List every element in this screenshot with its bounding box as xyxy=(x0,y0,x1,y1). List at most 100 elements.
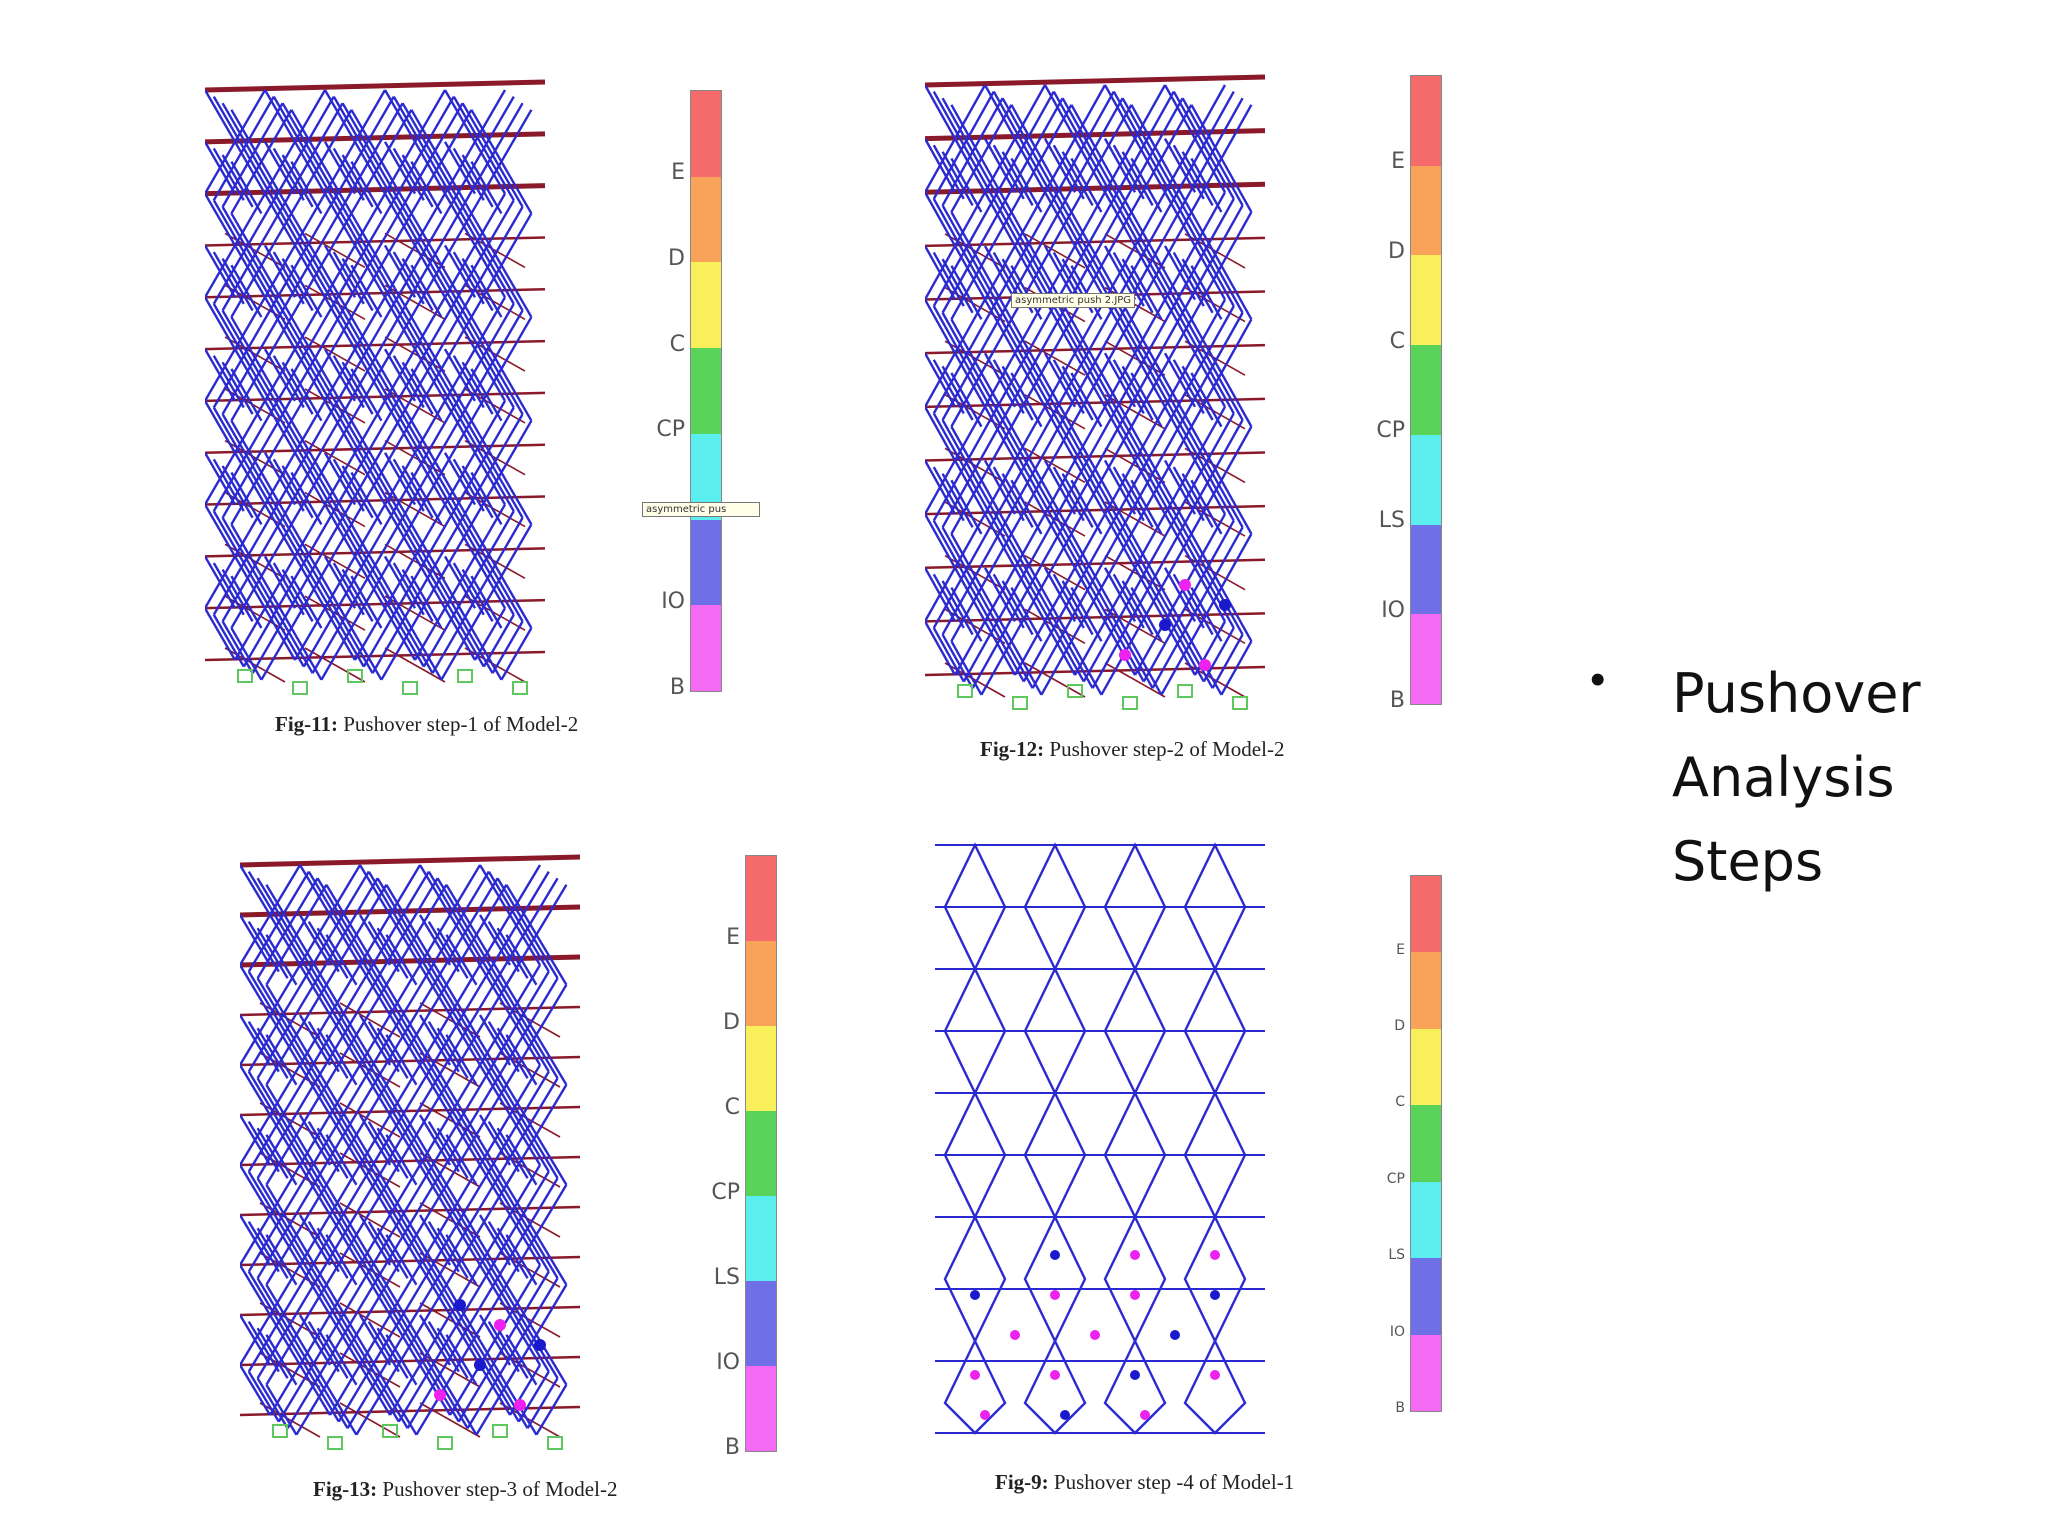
diagrid-member xyxy=(371,517,404,571)
diagrid-member xyxy=(508,1114,542,1166)
diagrid-member xyxy=(1070,586,1103,642)
legend-swatch xyxy=(1411,165,1441,256)
diagrid-member xyxy=(311,465,344,519)
diagrid-member xyxy=(256,977,289,1029)
diagrid-member xyxy=(265,1084,298,1136)
diagrid-member xyxy=(422,355,455,409)
diagrid-member xyxy=(290,109,323,163)
legend-swatch xyxy=(1411,76,1441,166)
diagrid-member xyxy=(983,513,1017,569)
diagrid-member xyxy=(260,368,293,422)
diagrid-member xyxy=(1052,627,1085,683)
diagrid-member xyxy=(415,984,448,1036)
diagrid-member xyxy=(221,361,254,415)
diagrid-member xyxy=(1190,211,1223,267)
diagrid-member xyxy=(1220,426,1253,481)
diagrid-member xyxy=(491,258,524,312)
diagrid-member xyxy=(346,977,379,1029)
diagrid-member xyxy=(1082,359,1115,415)
diagrid-member xyxy=(1160,157,1193,213)
diagrid-member xyxy=(508,1314,542,1366)
diagrid-member xyxy=(473,244,507,298)
diagrid-member xyxy=(265,1234,298,1286)
diagrid-member xyxy=(941,97,974,153)
diagrid-member xyxy=(950,533,983,589)
floor-slab xyxy=(205,650,546,662)
diagrid-member xyxy=(950,640,983,696)
caption-label: Fig-13: xyxy=(313,1477,378,1501)
diagrid-member xyxy=(247,1370,280,1423)
diagrid-member xyxy=(401,154,434,208)
diagrid-member xyxy=(436,1027,469,1079)
diagrid-member xyxy=(212,406,245,460)
diagrid-member xyxy=(971,526,1004,582)
support-icon xyxy=(547,1436,563,1450)
plastic-hinge xyxy=(1179,579,1191,591)
diagrid-member xyxy=(251,258,284,312)
diagrid-member xyxy=(452,406,485,460)
diagrid-member xyxy=(1040,426,1073,481)
diagrid-member xyxy=(247,1270,280,1323)
diagrid-member xyxy=(392,406,425,460)
diagrid-member xyxy=(1142,144,1175,200)
floor-slab xyxy=(925,612,1266,623)
diagrid-member xyxy=(406,1027,439,1079)
diagrid-member xyxy=(517,1120,550,1173)
diagrid-member xyxy=(406,1327,439,1379)
diagrid-member xyxy=(346,1077,379,1129)
legend-label: LS xyxy=(1388,1247,1405,1264)
diagrid-member xyxy=(281,568,314,622)
diagrid-member xyxy=(1103,84,1137,140)
legend-swatch xyxy=(1411,876,1441,953)
diagrid-member xyxy=(392,303,425,357)
legend-label: CP xyxy=(1386,1170,1405,1187)
diagrid-member xyxy=(212,562,245,616)
diagrid-member xyxy=(320,523,353,577)
diagrid-member xyxy=(941,580,974,636)
floor-slab xyxy=(925,665,1266,677)
diagrid-member xyxy=(1121,526,1154,582)
diagrid-member xyxy=(1070,533,1103,589)
diagrid-member xyxy=(256,877,289,929)
diagrid-member xyxy=(316,1227,349,1279)
diagrid-member xyxy=(1061,151,1094,207)
diagrid-member xyxy=(247,1220,280,1273)
diagrid-member xyxy=(383,296,417,350)
diagrid-member xyxy=(445,884,478,936)
diagrid-member xyxy=(962,573,995,629)
bullet-point: • xyxy=(1590,655,1606,704)
legend-color-bar xyxy=(1410,75,1442,705)
diagrid-member xyxy=(205,89,237,143)
diagrid-member xyxy=(1091,526,1124,582)
diagrid-member xyxy=(240,1014,272,1066)
diagrid-member xyxy=(461,620,494,674)
support-icon xyxy=(402,681,418,695)
slab-beam xyxy=(304,647,366,683)
diagrid-member xyxy=(295,1134,328,1186)
diagrid-member xyxy=(1091,151,1124,207)
diagrid-member xyxy=(295,1034,328,1086)
diagrid-member xyxy=(535,1084,568,1136)
slab-beam xyxy=(1024,233,1086,269)
diagrid-member xyxy=(406,977,439,1029)
diagrid-member xyxy=(1151,633,1184,689)
diagrid-member xyxy=(350,109,383,163)
diagrid-member xyxy=(260,523,293,577)
diagrid-member xyxy=(346,877,379,929)
legend-label: C xyxy=(724,1094,740,1120)
diagrid-member xyxy=(505,1084,538,1136)
diagrid-member xyxy=(355,1084,388,1136)
diagrid-member xyxy=(992,91,1025,146)
diagrid-member xyxy=(240,1214,272,1266)
diagrid-member xyxy=(925,191,957,247)
diagrid-member xyxy=(240,864,272,916)
diagrid-member xyxy=(346,1327,379,1379)
diagrid-member xyxy=(367,1070,400,1123)
diagrid-member xyxy=(1100,211,1133,267)
diagrid-member xyxy=(350,316,383,370)
diagrid-member xyxy=(1121,473,1154,528)
diagrid-member xyxy=(323,607,357,661)
diagrid-member xyxy=(358,1264,392,1316)
diagrid-member xyxy=(1160,640,1193,696)
diagrid-member xyxy=(256,1127,289,1179)
